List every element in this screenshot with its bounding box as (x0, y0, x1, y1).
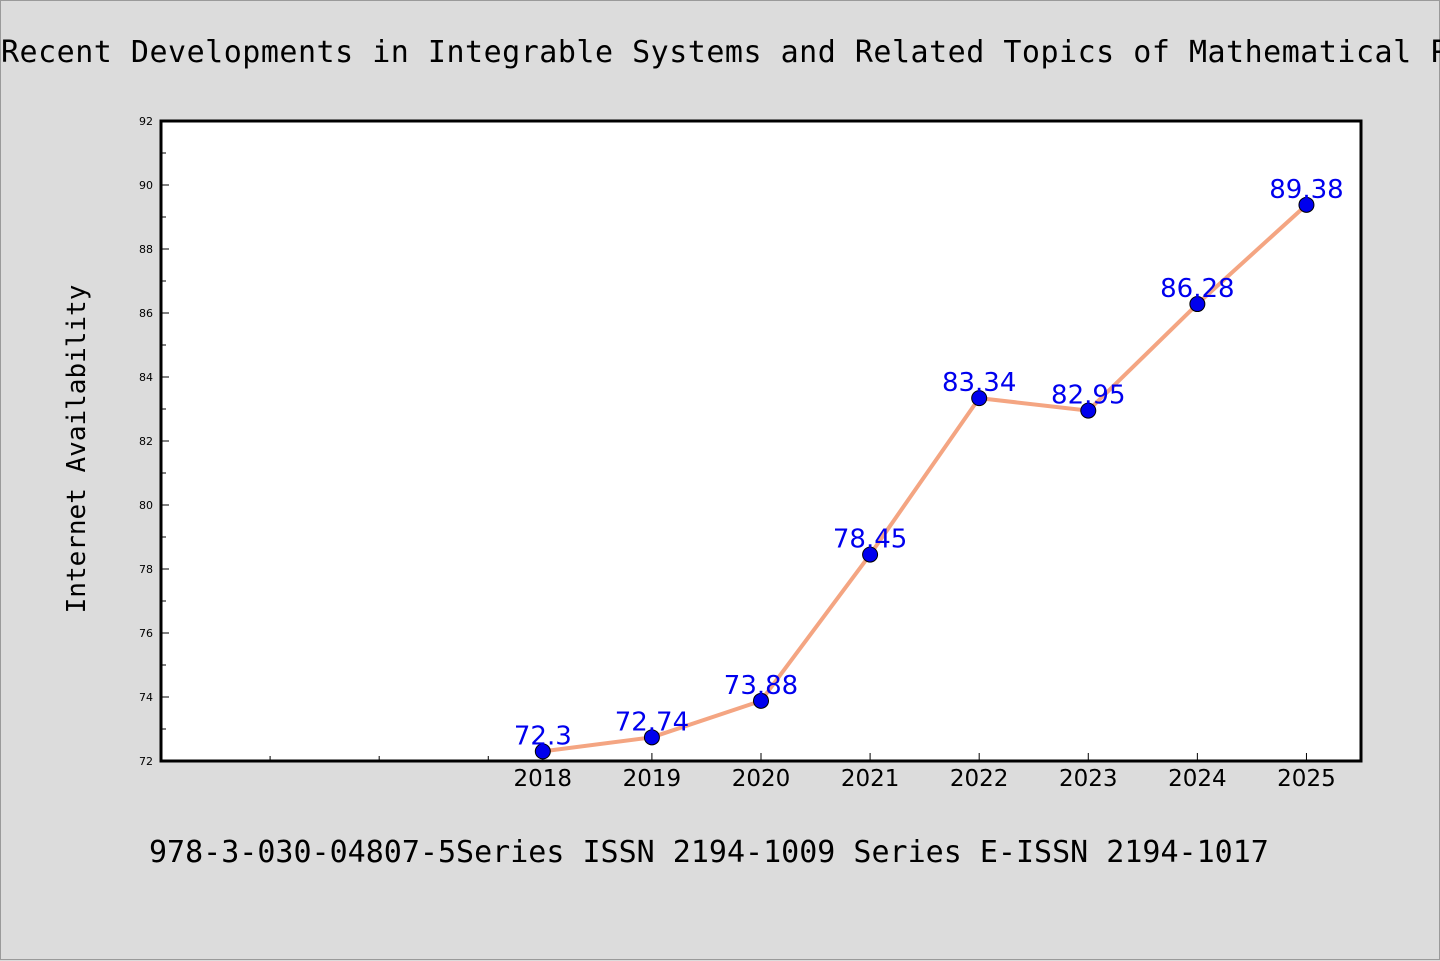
x-tick-label: 2022 (950, 766, 1009, 792)
data-point (753, 692, 769, 709)
x-tick-label: 2018 (514, 766, 573, 792)
y-tick-label: 92 (139, 115, 153, 128)
y-tick-label: 82 (139, 435, 153, 448)
data-label: 72.3 (514, 721, 572, 751)
x-tick-label: 2020 (732, 766, 791, 792)
y-tick-label: 84 (139, 371, 153, 384)
axes: 72 74 76 78 80 82 84 86 88 90 92 2018 2019 2020 2021 20… (62, 115, 1363, 792)
data-point (1189, 296, 1206, 313)
data-label: 78.45 (833, 525, 907, 555)
chart-title: Recent Developments in Integrable System… (1, 35, 1440, 70)
y-tick-label: 74 (139, 691, 153, 704)
data-label: 86.28 (1160, 274, 1234, 304)
data-label: 73.88 (724, 671, 798, 701)
y-tick-label: 86 (139, 307, 153, 320)
y-tick-label: 78 (139, 563, 153, 576)
data-point (643, 729, 660, 746)
x-tick-label: 2019 (623, 766, 682, 792)
data-label: 72.74 (615, 707, 689, 737)
y-axis-label: Internet Availability (62, 285, 92, 614)
y-tick-label: 72 (139, 755, 153, 768)
data-point (971, 390, 988, 407)
data-label: 82.95 (1051, 381, 1125, 411)
data-point (534, 743, 551, 760)
y-tick-label: 88 (139, 243, 153, 256)
x-tick-label: 2021 (841, 766, 900, 792)
series-line-group (534, 196, 1315, 760)
series-line (540, 202, 1309, 754)
x-tick-label: 2024 (1168, 766, 1227, 792)
y-tick-label: 76 (139, 627, 153, 640)
data-labels: 72.3 72.74 73.88 78.45 83.34 82.95 86.28 89.38 (514, 175, 1344, 752)
y-tick-label: 90 (139, 179, 153, 192)
footer-text: 978-3-030-04807-5Series ISSN 2194-1009 S… (149, 835, 1269, 870)
data-point (1080, 402, 1097, 419)
x-tick-label: 2025 (1277, 766, 1336, 792)
data-point (1298, 196, 1315, 213)
plot-area (159, 119, 1363, 763)
x-tick-label: 2023 (1059, 766, 1118, 792)
data-label: 83.34 (942, 368, 1016, 398)
y-tick-label: 80 (139, 499, 153, 512)
data-label: 89.38 (1269, 175, 1343, 205)
data-point (862, 546, 879, 563)
